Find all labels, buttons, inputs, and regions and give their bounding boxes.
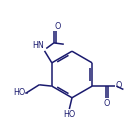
Text: HN: HN — [32, 41, 44, 51]
Text: O: O — [115, 82, 121, 90]
Text: O: O — [55, 22, 61, 31]
Text: HO: HO — [63, 110, 75, 119]
Text: O: O — [104, 99, 110, 108]
Text: HO: HO — [14, 88, 26, 97]
